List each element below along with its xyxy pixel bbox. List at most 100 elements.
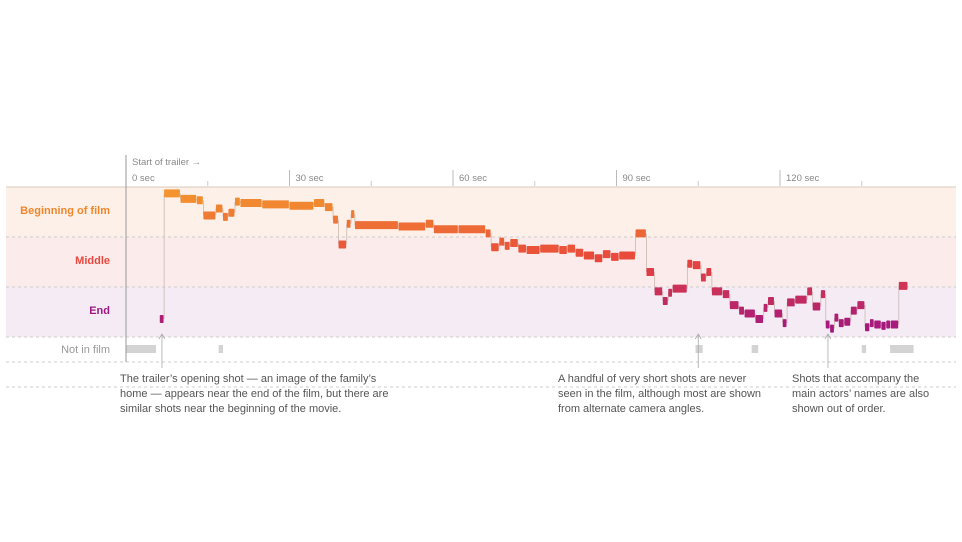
shot-mark [540,244,559,253]
shot-mark [354,221,398,230]
shot-mark [729,301,739,310]
shot-mark [425,219,434,228]
start-of-trailer-label: Start of trailer → [132,157,201,168]
shot-mark [235,197,240,206]
row-label-end: End [89,305,110,317]
shot-mark [820,290,826,299]
annotation-text: The trailer’s opening shot — an image of… [120,373,389,415]
shot-mark [559,245,567,254]
shot-mark [838,319,844,328]
shot-mark [830,324,834,333]
shot-mark [314,199,325,208]
shot-mark [504,241,510,250]
shot-mark [567,244,576,253]
shot-mark [692,261,701,270]
shot-mark [865,323,870,332]
shot-mark [611,252,619,261]
shot-mark [787,298,795,307]
shot-mark [196,196,203,205]
tick-label: 30 sec [296,173,324,184]
shot-mark [180,194,197,203]
shot-mark [458,225,486,234]
shot-mark [722,290,730,299]
shot-mark [881,321,886,330]
shot-mark [807,287,813,296]
shot-mark [602,250,611,259]
shot-mark [215,204,223,213]
shot-mark [499,237,505,246]
shot-mark [898,281,908,290]
shot-mark [739,306,744,315]
shot-mark [874,320,881,329]
shot-mark [825,320,830,329]
shot-mark [646,268,655,277]
shot-mark [755,314,764,323]
annotation-text: A handful of very short shots are never … [558,373,762,415]
shot-mark [869,319,874,328]
shot-mark [812,302,821,311]
band-middle [6,237,956,287]
shot-mark [398,222,426,231]
shot-mark [351,210,355,219]
shot-mark [262,200,289,209]
band-notinfilm [6,337,956,362]
shot-mark [526,245,540,254]
annotation-text: Shots that accompany the main actors’ na… [792,373,930,415]
not-in-film-shot [218,345,224,353]
row-label-notinfilm: Not in film [61,344,110,356]
shot-mark [159,314,164,323]
shot-mark [744,309,755,318]
tick-label: 60 sec [459,173,487,184]
shot-mark [687,259,693,268]
shot-mark [662,297,668,306]
shot-mark [594,254,603,263]
shot-mark [223,212,228,221]
row-label-beginning: Beginning of film [20,205,110,217]
shot-mark [668,288,673,297]
shot-mark [890,320,899,329]
shot-mark [768,297,774,306]
shot-mark [782,319,787,328]
tick-label: 120 sec [786,173,820,184]
shot-mark [338,240,347,249]
not-in-film-shot [751,345,759,353]
shot-mark [706,268,712,277]
annotation-arrow [158,333,166,340]
shot-mark [518,244,526,253]
shot-mark [491,243,499,252]
shot-mark [795,295,807,304]
shot-mark [575,248,584,257]
shot-mark [763,303,768,312]
tick-label: 90 sec [623,173,651,184]
not-in-film-shot [695,345,703,353]
shot-mark [203,211,216,220]
shot-mark [289,201,314,210]
shot-mark [774,309,783,318]
not-in-film-shot [890,345,914,353]
shot-mark [510,239,518,248]
shot-mark [324,203,333,212]
shot-mark [834,313,839,322]
annotation-arrow [694,333,702,340]
shot-mark [346,219,351,228]
tick-label: 0 sec [132,173,155,184]
shot-mark [583,251,595,260]
shot-mark [844,317,851,326]
shot-mark [164,189,180,198]
shot-mark [240,199,262,208]
shot-mark [711,287,723,296]
shot-mark [485,229,491,238]
annotation-arrow [824,333,832,340]
shot-mark [700,273,706,282]
shot-mark [672,284,687,293]
shot-mark [635,229,646,238]
not-in-film-shot [126,345,156,353]
shot-mark [857,301,865,310]
shot-mark [886,320,891,329]
shot-mark [654,287,663,296]
shot-mark [619,251,635,260]
shot-mark [433,225,458,234]
row-label-middle: Middle [75,255,110,267]
not-in-film-shot [861,345,867,353]
